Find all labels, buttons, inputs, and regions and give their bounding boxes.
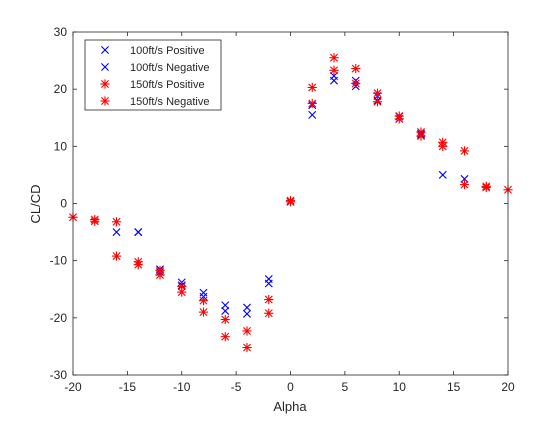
y-tick-label: 20 [54,82,68,96]
legend-label: 100ft/s Negative [130,62,210,74]
data-point [459,146,470,156]
data-point [242,342,252,353]
x-tick-label: 20 [501,380,515,394]
x-tick-label: -5 [231,380,242,394]
legend-marker [101,63,109,71]
data-point [394,111,404,121]
data-point [221,306,230,315]
data-point [264,294,274,305]
data-point [438,137,448,147]
legend-label: 100ft/s Positive [130,45,205,57]
x-tick-label: -20 [64,380,82,394]
data-point [243,303,251,312]
data-point [242,326,252,336]
data-point [459,180,470,190]
x-tick-label: 5 [342,380,349,394]
legend-marker [101,46,109,54]
y-tick-label: 10 [54,139,68,153]
data-point [221,301,230,310]
data-point [330,72,338,81]
data-point [351,78,361,89]
legend-label: 150ft/s Positive [130,79,205,91]
data-point [308,110,317,119]
data-point [220,332,230,342]
data-point [264,308,274,318]
data-point [111,217,122,227]
x-axis-label: Alpha [273,399,307,414]
data-point [199,288,208,297]
x-tick-label: 10 [393,380,407,394]
data-point [177,287,187,297]
data-point [372,97,383,107]
data-point [416,127,426,137]
data-point [155,270,165,280]
y-axis-label: CL/CD [28,184,43,223]
data-point [264,279,273,288]
y-tick-label: -10 [50,254,68,268]
data-point [460,174,469,183]
data-point [134,228,143,237]
data-point [90,216,100,226]
data-point [329,65,339,75]
data-point [220,314,230,325]
legend-marker [100,79,110,89]
y-tick-label: -30 [50,368,68,382]
data-point [438,170,447,179]
x-tick-label: -10 [173,380,191,394]
legend: 100ft/s Positive 100ft/s Negative 150ft/s … [84,39,222,111]
x-tick-label: 0 [287,380,294,394]
data-point [177,281,187,291]
data-point [285,196,296,206]
data-point [372,88,383,98]
legend-label: 150ft/s Negative [130,96,210,108]
data-point [243,309,251,318]
data-point [112,228,121,237]
data-point [351,63,361,74]
axis-ticks [72,31,509,376]
data-point [481,181,491,191]
legend-marker [100,96,110,106]
data-point [307,82,317,93]
data-point [198,307,209,317]
x-tick-label: -15 [119,380,137,394]
data-point [111,251,122,261]
y-tick-label: 0 [60,197,67,211]
data-point [133,260,143,270]
data-point [198,296,209,306]
data-point [307,98,317,109]
data-point [329,53,339,63]
y-tick-label: 30 [54,25,68,39]
y-tick-label: -20 [50,311,68,325]
x-tick-label: 15 [447,380,461,394]
